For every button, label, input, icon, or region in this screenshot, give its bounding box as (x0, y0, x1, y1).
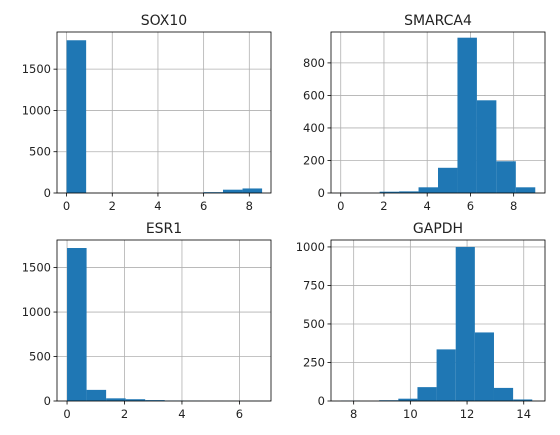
histogram-bar (513, 399, 533, 401)
histogram-bar (417, 387, 437, 401)
y-tick-label: 1000 (296, 240, 325, 254)
x-tick-label: 8 (510, 199, 517, 213)
axes-frame (330, 31, 546, 194)
y-tick-label: 800 (303, 56, 325, 70)
histogram-bar (66, 40, 87, 193)
histogram-bar (398, 398, 418, 401)
panel-title: SMARCA4 (404, 13, 472, 29)
y-tick-label: 0 (44, 394, 51, 408)
histogram-panel: 0 2 4 6 8 0 200 400 600 800 SMARCA4 (303, 13, 546, 213)
y-tick-label: 0 (318, 394, 325, 408)
x-tick-label: 4 (424, 199, 431, 213)
x-tick-label: 0 (63, 407, 70, 421)
histogram-bar (438, 167, 458, 193)
x-tick-label: 0 (337, 199, 344, 213)
y-tick-label: 500 (29, 145, 51, 159)
y-tick-label: 1500 (22, 261, 51, 275)
x-tick-label: 8 (350, 407, 357, 421)
histogram-bar (222, 189, 243, 193)
y-tick-label: 500 (303, 317, 325, 331)
x-tick-label: 10 (403, 407, 418, 421)
y-tick-label: 500 (29, 350, 51, 364)
panel-title: SOX10 (141, 13, 187, 29)
x-tick-label: 2 (109, 199, 116, 213)
histogram-bar (457, 37, 477, 193)
x-tick-label: 0 (63, 199, 70, 213)
histogram-bar (106, 398, 126, 401)
axes-frame (56, 239, 272, 402)
axes-frame (56, 31, 272, 194)
histogram-bar (125, 399, 146, 401)
histogram-bar (418, 187, 438, 193)
histogram-bar (455, 246, 475, 401)
panel-title: ESR1 (146, 221, 182, 237)
histogram-panel: 0 2 4 6 8 0 500 1000 1500 SOX10 (22, 13, 272, 213)
x-tick-label: 8 (246, 199, 253, 213)
histogram-bar (203, 192, 223, 193)
y-tick-label: 600 (303, 88, 325, 102)
y-tick-label: 1000 (22, 103, 51, 117)
x-tick-label: 6 (236, 407, 243, 421)
y-tick-label: 750 (303, 278, 325, 292)
x-tick-label: 14 (516, 407, 531, 421)
histogram-bar (145, 400, 165, 401)
x-tick-label: 6 (200, 199, 207, 213)
histogram-bar (476, 100, 497, 193)
histogram-panel: 8 10 12 14 0 250 500 750 1000 GAPDH (296, 221, 546, 421)
histogram-bar (242, 188, 263, 193)
histogram-bar (399, 191, 419, 193)
y-tick-label: 0 (318, 186, 325, 200)
histogram-bar (515, 187, 536, 193)
x-tick-label: 12 (460, 407, 475, 421)
x-tick-label: 4 (178, 407, 185, 421)
x-tick-label: 4 (154, 199, 161, 213)
histogram-bar (436, 349, 456, 401)
histogram-panel: 0 2 4 6 0 500 1000 1500 ESR1 (22, 221, 272, 421)
histogram-bar (86, 389, 107, 401)
histogram-bar (496, 161, 516, 193)
x-tick-label: 2 (380, 199, 387, 213)
y-tick-label: 1000 (22, 305, 51, 319)
histogram-bar (493, 387, 514, 401)
y-tick-label: 200 (303, 153, 325, 167)
y-tick-label: 0 (44, 186, 51, 200)
panel-title: GAPDH (413, 221, 463, 237)
x-tick-label: 2 (121, 407, 128, 421)
axes-frame (330, 239, 546, 402)
histogram-bar (379, 191, 400, 193)
y-tick-label: 1500 (22, 62, 51, 76)
histogram-bar (67, 248, 87, 401)
x-tick-label: 6 (467, 199, 474, 213)
y-tick-label: 250 (303, 355, 325, 369)
histogram-bar (474, 332, 494, 401)
y-tick-label: 400 (303, 121, 325, 135)
